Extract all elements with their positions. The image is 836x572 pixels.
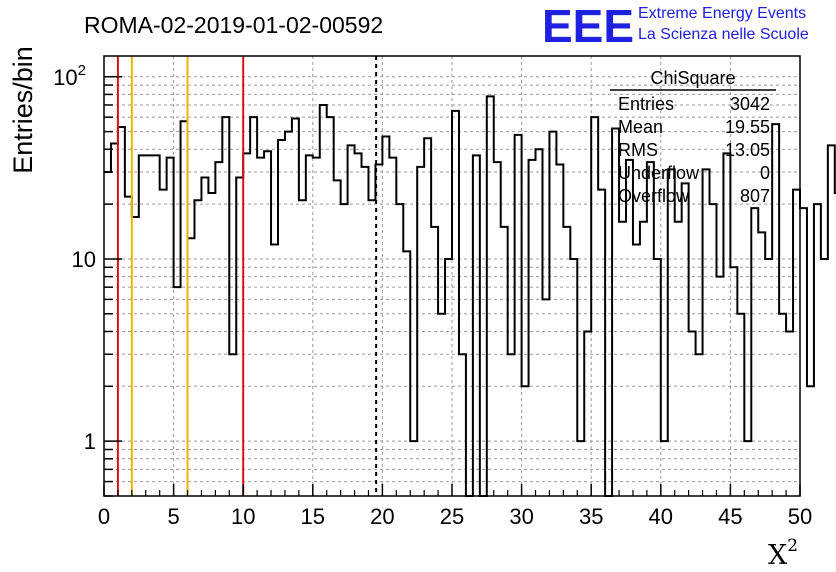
stat-value: 19.55 xyxy=(725,117,770,137)
x-tick-label: 50 xyxy=(788,504,812,529)
histogram xyxy=(104,95,836,497)
stat-label: Overflow xyxy=(618,186,690,206)
stat-label: Mean xyxy=(618,117,663,137)
stat-value: 0 xyxy=(760,163,770,183)
stat-label: Underflow xyxy=(618,163,700,183)
x-tick-label: 25 xyxy=(440,504,464,529)
stat-value: 807 xyxy=(740,186,770,206)
y-tick-label: 1 xyxy=(84,429,96,454)
x-tick-label: 20 xyxy=(370,504,394,529)
x-tick-label: 0 xyxy=(98,504,110,529)
x-axis-label: X2 xyxy=(768,536,798,571)
stat-label: Entries xyxy=(618,94,674,114)
cut-lines xyxy=(116,56,378,496)
x-tick-label: 5 xyxy=(167,504,179,529)
y-tick-label: 10 xyxy=(72,247,96,272)
stats-title: ChiSquare xyxy=(650,68,735,88)
y-tick-label-sup: 2 xyxy=(78,62,86,79)
x-tick-label: 10 xyxy=(231,504,255,529)
stat-value: 13.05 xyxy=(725,140,770,160)
y-tick-label-base: 10 xyxy=(53,65,77,90)
x-axis-label-main: X xyxy=(768,540,788,571)
x-tick-label: 40 xyxy=(649,504,673,529)
logo-eee: EEE xyxy=(542,0,634,52)
chart-title: ROMA-02-2019-01-02-00592 xyxy=(84,12,383,38)
stat-label: RMS xyxy=(618,140,658,160)
stat-value: 3042 xyxy=(730,94,770,114)
x-tick-label: 35 xyxy=(579,504,603,529)
histogram-outline xyxy=(104,95,836,497)
logo-line1: Extreme Energy Events xyxy=(638,5,806,22)
logo-line2: La Scienza nelle Scuole xyxy=(638,26,809,43)
y-tick-label: 102 xyxy=(53,62,86,90)
x-tick-label: 15 xyxy=(301,504,325,529)
y-axis-label: Entries/bin xyxy=(8,46,38,174)
x-tick-label: 30 xyxy=(509,504,533,529)
eee-logo: EEE Extreme Energy Events La Scienza nel… xyxy=(542,0,809,52)
x-tick-label: 45 xyxy=(718,504,742,529)
stats-box: ChiSquare Entries 3042 Mean 19.55 RMS 13… xyxy=(610,68,776,206)
x-axis-label-sup: 2 xyxy=(787,536,798,556)
